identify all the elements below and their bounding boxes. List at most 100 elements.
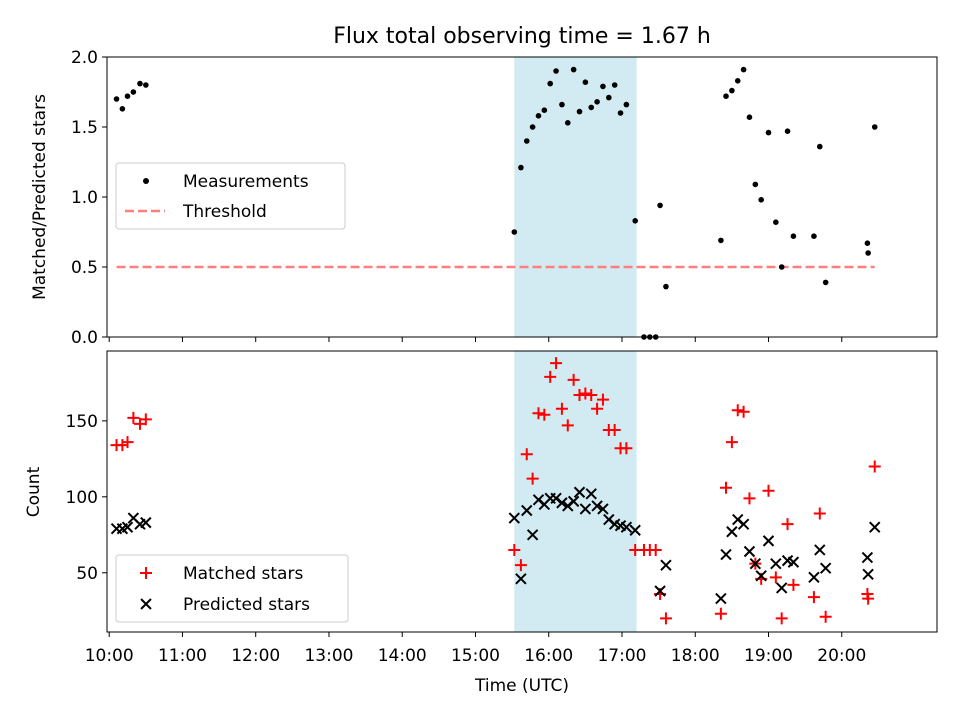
predicted-star-point bbox=[775, 582, 788, 594]
x-axis-label: Time (UTC) bbox=[474, 676, 569, 696]
matched-star-point bbox=[526, 472, 539, 485]
predicted-star-point bbox=[521, 504, 533, 517]
predicted-star-point bbox=[121, 521, 134, 533]
measurement-point bbox=[559, 101, 565, 108]
predicted-star-point bbox=[629, 524, 641, 536]
x-tick-label: 20:00 bbox=[817, 646, 866, 666]
predicted-star-point bbox=[862, 568, 874, 580]
matched-star-point bbox=[538, 408, 551, 421]
predicted-star-point bbox=[715, 592, 727, 605]
chart-title: Flux total observing time = 1.67 h bbox=[333, 24, 711, 49]
predicted-star-point bbox=[762, 535, 775, 547]
matched-star-point bbox=[555, 402, 568, 415]
legend-measurements-label: Measurements bbox=[183, 172, 309, 192]
measurement-point bbox=[740, 66, 747, 73]
measurement-point bbox=[765, 129, 772, 136]
matched-star-point bbox=[567, 373, 580, 386]
predicted-star-point bbox=[749, 557, 762, 570]
matched-star-point bbox=[649, 543, 662, 556]
matched-star-point bbox=[819, 610, 832, 623]
matched-star-point bbox=[573, 389, 586, 402]
matched-star-point bbox=[585, 389, 598, 402]
x-tick-label: 19:00 bbox=[744, 646, 793, 666]
measurement-point bbox=[119, 106, 126, 112]
matched-star-point bbox=[544, 370, 557, 383]
legend-predicted-label: Predicted stars bbox=[183, 595, 310, 615]
measurement-point bbox=[811, 233, 817, 239]
measurement-point bbox=[864, 240, 871, 246]
matched-star-point bbox=[591, 402, 604, 415]
legend-threshold-label: Threshold bbox=[182, 202, 267, 222]
measurement-point bbox=[535, 113, 542, 119]
matched-star-point bbox=[720, 481, 733, 494]
predicted-star-point bbox=[567, 495, 580, 508]
matched-star-point bbox=[550, 357, 563, 370]
measurement-point bbox=[778, 264, 785, 270]
measurement-point bbox=[746, 114, 753, 120]
measurement-point bbox=[511, 229, 518, 235]
measurement-point bbox=[734, 78, 741, 84]
matched-star-point bbox=[596, 393, 609, 406]
measurement-point bbox=[143, 82, 149, 88]
legend-matched-label: Matched stars bbox=[183, 564, 303, 584]
predicted-star-point bbox=[726, 526, 738, 538]
predicted-star-point bbox=[787, 556, 800, 568]
x-axis-ticks: 10:00 11:00 12:00 13:00 14:00 15:00 16:00 17:00… bbox=[85, 646, 867, 666]
predicted-star-point bbox=[556, 497, 568, 509]
predicted-star-point bbox=[861, 551, 874, 564]
measurement-point bbox=[588, 104, 595, 111]
ratio-legend: Measurements Threshold bbox=[115, 162, 346, 230]
measurement-point bbox=[611, 82, 618, 88]
y-tick-label: 0.0 bbox=[71, 328, 98, 348]
predicted-star-point bbox=[508, 512, 521, 524]
x-tick-label: 12:00 bbox=[231, 646, 280, 666]
measurement-point bbox=[576, 108, 583, 115]
predicted-star-point bbox=[814, 544, 826, 556]
matched-star-point bbox=[743, 492, 756, 505]
matched-star-point bbox=[714, 607, 727, 620]
x-tick-label: 16:00 bbox=[524, 646, 573, 666]
measurement-point bbox=[541, 107, 548, 113]
ratio-legend-box bbox=[115, 162, 346, 230]
measurement-point bbox=[600, 83, 606, 90]
measurement-point bbox=[816, 143, 823, 150]
predicted-star-point bbox=[654, 585, 666, 597]
matched-star-point bbox=[787, 578, 800, 591]
measurement-point bbox=[718, 237, 724, 244]
matched-star-point bbox=[775, 612, 788, 625]
measurement-point bbox=[822, 279, 829, 286]
y-tick-label: 1.5 bbox=[71, 118, 98, 138]
matched-star-point bbox=[508, 543, 521, 556]
matched-star-point bbox=[127, 411, 140, 424]
y-tick-label: 1.0 bbox=[71, 188, 98, 208]
count-panel: 50 100 150 Count Matched stars Predicted s… bbox=[24, 350, 938, 637]
measurement-point bbox=[523, 138, 530, 144]
ratio-panel: 0.00.51.01.52.0 Matched/Predicted stars … bbox=[30, 48, 938, 348]
predicted-star-point bbox=[660, 559, 672, 571]
matched-star-point bbox=[762, 484, 775, 497]
matched-star-point bbox=[121, 436, 134, 449]
matched-star-point bbox=[139, 413, 152, 426]
predicted-star-point bbox=[869, 521, 881, 533]
measurement-point bbox=[570, 66, 577, 73]
measurement-point bbox=[564, 120, 571, 126]
measurement-point bbox=[784, 128, 791, 134]
y-tick-label: 0.5 bbox=[71, 258, 98, 278]
measurement-point bbox=[657, 202, 663, 209]
predicted-star-point bbox=[743, 545, 756, 558]
matched-star-point bbox=[731, 404, 744, 417]
measurement-point bbox=[130, 89, 137, 95]
predicted-star-point bbox=[579, 503, 592, 515]
measurement-point bbox=[790, 233, 797, 239]
matched-star-point bbox=[608, 423, 621, 436]
predicted-star-point bbox=[585, 488, 597, 500]
x-tick-label: 15:00 bbox=[451, 646, 500, 666]
matched-star-point bbox=[520, 448, 533, 461]
measurement-point bbox=[137, 80, 143, 87]
x-tick-label: 13:00 bbox=[304, 646, 353, 666]
measurement-point bbox=[594, 99, 600, 105]
matched-star-point bbox=[659, 612, 672, 625]
x-tick-label: 17:00 bbox=[597, 646, 646, 666]
observing-span bbox=[514, 57, 637, 337]
measurement-point bbox=[518, 164, 524, 171]
